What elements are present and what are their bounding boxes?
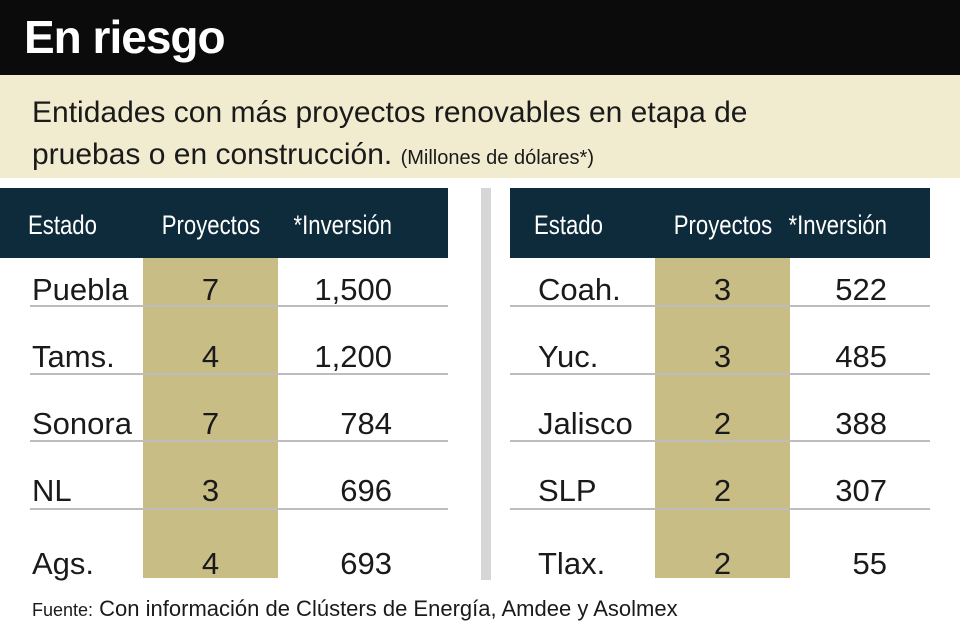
column-header: Estado bbox=[534, 210, 603, 240]
cell-proyectos: 7 bbox=[201, 406, 220, 441]
cell-estado: Tams. bbox=[32, 339, 115, 374]
cell-estado: Yuc. bbox=[538, 339, 599, 374]
cell-proyectos: 3 bbox=[713, 339, 732, 374]
cell-inversion: 388 bbox=[835, 406, 887, 441]
cell-estado: Puebla bbox=[32, 272, 129, 307]
projects-highlight bbox=[143, 258, 278, 578]
row-separator bbox=[30, 507, 448, 510]
cell-proyectos: 2 bbox=[713, 546, 732, 581]
cell-inversion: 1,200 bbox=[314, 339, 392, 374]
column-header: Proyectos bbox=[673, 210, 772, 240]
row-separator bbox=[30, 372, 448, 375]
divider bbox=[481, 188, 491, 580]
cell-proyectos: 2 bbox=[713, 473, 732, 508]
subtitle-text: Entidades con más proyectos renovables e… bbox=[32, 96, 748, 171]
cell-proyectos: 4 bbox=[201, 339, 220, 374]
column-header: Estado bbox=[28, 210, 97, 240]
cell-estado: Ags. bbox=[32, 546, 95, 581]
cell-inversion: 307 bbox=[835, 473, 887, 508]
cell-estado: Tlax. bbox=[538, 546, 606, 581]
subtitle: Entidades con más proyectos renovables e… bbox=[32, 92, 777, 179]
title: En riesgo bbox=[24, 11, 226, 63]
cell-inversion: 696 bbox=[340, 473, 392, 508]
cell-estado: Sonora bbox=[32, 406, 132, 441]
title-bar bbox=[0, 0, 960, 75]
cell-estado: Coah. bbox=[538, 272, 621, 307]
row-separator bbox=[510, 372, 930, 375]
subtitle-band bbox=[0, 75, 960, 178]
cell-proyectos: 4 bbox=[201, 546, 220, 581]
cell-estado: NL bbox=[32, 473, 72, 508]
row-separator bbox=[30, 305, 448, 307]
cell-inversion: 784 bbox=[340, 406, 392, 441]
table-header bbox=[510, 188, 930, 258]
footer-text: Con información de Clústers de Energía, … bbox=[99, 596, 678, 621]
cell-inversion: 485 bbox=[835, 339, 887, 374]
row-separator bbox=[510, 440, 930, 442]
projects-highlight bbox=[655, 258, 790, 578]
cell-proyectos: 7 bbox=[201, 272, 220, 307]
cell-inversion: 55 bbox=[852, 546, 887, 581]
footer: Fuente: Con información de Clústers de E… bbox=[32, 596, 678, 622]
cell-inversion: 693 bbox=[340, 546, 392, 581]
footer-label: Fuente: bbox=[32, 600, 94, 620]
column-header: *Inversión bbox=[293, 210, 392, 240]
row-separator bbox=[510, 305, 930, 307]
row-separator bbox=[30, 440, 448, 442]
subtitle-note: (Millones de dólares*) bbox=[400, 147, 594, 169]
column-header: Proyectos bbox=[161, 210, 260, 240]
cell-estado: Jalisco bbox=[538, 406, 633, 441]
row-separator bbox=[510, 507, 930, 510]
cell-proyectos: 2 bbox=[713, 406, 732, 441]
cell-inversion: 522 bbox=[835, 272, 887, 307]
cell-proyectos: 3 bbox=[201, 473, 220, 508]
cell-estado: SLP bbox=[538, 473, 597, 508]
cell-inversion: 1,500 bbox=[314, 272, 392, 307]
cell-proyectos: 3 bbox=[713, 272, 732, 307]
column-header: *Inversión bbox=[788, 210, 887, 240]
table-header bbox=[0, 188, 448, 258]
